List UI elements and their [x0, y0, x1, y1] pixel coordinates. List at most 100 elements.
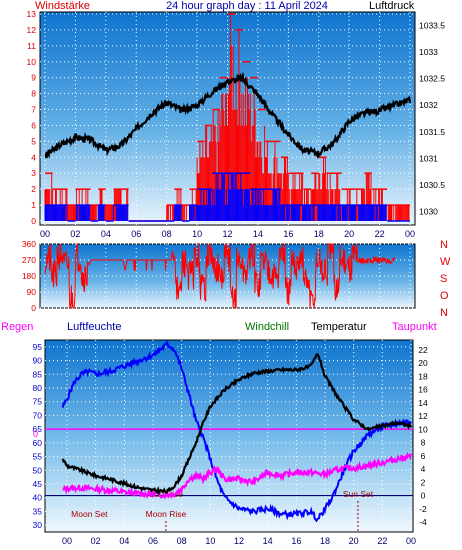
humidity-y-tick-labels: 30 35 40 45 50 55 60 65 70 75 80 85 90 95 — [33, 342, 43, 530]
pressure-y-tick-label: 1033 — [419, 47, 438, 57]
temperature-x-tick-label: 18 — [320, 536, 330, 546]
temperature-y-tick-label: 12 — [418, 411, 428, 421]
wind-direction-y-tick-labels: 0 90 180 270 360 — [22, 239, 36, 313]
wind-x-tick-label: 08 — [162, 229, 172, 239]
humidity-y-tick-label: 35 — [33, 506, 43, 516]
temperature-y-tick-label: 8 — [421, 438, 426, 448]
temperature-x-tick-label: 14 — [263, 536, 273, 546]
pressure-axis-title: Luftdruck — [369, 0, 415, 12]
wind-y-tick-label: 13 — [27, 9, 37, 19]
wind-y-tick-label: 11 — [27, 41, 36, 51]
humidity-y-tick-label: 80 — [33, 383, 43, 393]
temperature-y-tick-label: 0 — [421, 491, 426, 501]
temperature-x-tick-label: 06 — [148, 536, 158, 546]
temperature-x-tick-label: 00 — [406, 536, 416, 546]
wind-y-tick-label: 2 — [31, 184, 36, 194]
direction-y-tick-label: 270 — [22, 255, 36, 265]
temperature-x-tick-labels: 00 02 04 06 08 10 12 14 16 18 20 22 00 — [62, 536, 416, 546]
direction-y-tick-label: 0 — [31, 303, 36, 313]
temperature-y-tick-label: 22 — [418, 345, 428, 355]
humidity-legend: Luftfeuchte — [67, 321, 121, 333]
wind-direction-line — [44, 242, 395, 309]
temperature-x-tick-label: 10 — [205, 536, 215, 546]
temperature-y-tick-label: -4 — [419, 517, 427, 527]
direction-y-tick-label: 180 — [22, 271, 36, 281]
wind-axis-title: Windstärke — [35, 0, 90, 12]
pressure-line — [44, 71, 412, 159]
compass-label: W — [440, 256, 451, 268]
compass-label: O — [440, 290, 449, 302]
humidity-y-tick-label: 50 — [33, 465, 43, 475]
temperature-y-tick-label: 14 — [418, 398, 428, 408]
temperature-grid — [45, 340, 413, 532]
humidity-y-tick-label: 40 — [33, 493, 43, 503]
pressure-y-tick-label: 1030.5 — [419, 180, 445, 190]
temperature-y-tick-label: 4 — [421, 464, 426, 474]
chart-title: 24 hour graph day : 11 April 2024 — [166, 0, 328, 12]
humidity-y-tick-label: 95 — [33, 342, 43, 352]
temperature-humidity-panel: Regen Luftfeuchte Windchill Temperatur T… — [1, 321, 437, 546]
wind-y-tick-label: 12 — [27, 25, 37, 35]
wind-x-tick-label: 10 — [192, 229, 202, 239]
wind-x-tick-label: 04 — [101, 229, 111, 239]
temperature-y-tick-label: -2 — [419, 504, 427, 514]
temperature-x-tick-label: 04 — [119, 536, 129, 546]
temperature-plot-area — [44, 339, 414, 533]
humidity-y-tick-label: 30 — [33, 520, 43, 530]
temperature-y-tick-labels: -4 -2 0 2 4 6 8 10 12 14 16 18 20 22 — [418, 345, 428, 527]
wind-x-tick-label: 06 — [131, 229, 141, 239]
temperature-x-tick-label: 20 — [349, 536, 359, 546]
event-label: Sun Set — [343, 489, 374, 499]
temperature-x-tick-label: 16 — [291, 536, 301, 546]
humidity-y-tick-label: 65 — [33, 424, 43, 434]
temperature-x-tick-label: 00 — [62, 536, 72, 546]
wind-y-tick-label: 4 — [31, 152, 36, 162]
wind-x-tick-label: 12 — [222, 229, 232, 239]
humidity-y-tick-label: 55 — [33, 452, 43, 462]
temperature-y-tick-label: 16 — [418, 385, 428, 395]
pressure-y-tick-label: 1031.5 — [419, 127, 445, 137]
wind-x-tick-label: 22 — [375, 229, 385, 239]
pressure-y-tick-labels: 1030 1030.5 1031 1031.5 1032 1032.5 1033 1033.5 — [419, 20, 445, 216]
pressure-y-tick-label: 1032 — [419, 100, 438, 110]
temperature-legend: Temperatur — [311, 321, 367, 333]
humidity-y-tick-label: 85 — [33, 369, 43, 379]
compass-label: S — [440, 273, 447, 285]
pressure-y-tick-label: 1030 — [419, 207, 438, 217]
direction-y-tick-label: 90 — [27, 287, 37, 297]
compass-label: N — [440, 307, 448, 319]
direction-y-tick-label: 360 — [22, 239, 36, 249]
temperature-y-tick-label: 10 — [418, 424, 428, 434]
dewpoint-line — [62, 451, 412, 500]
wind-y-tick-label: 7 — [31, 105, 36, 115]
temperature-x-tick-label: 02 — [91, 536, 101, 546]
wind-y-tick-label: 0 — [31, 216, 36, 226]
compass-label: N — [440, 239, 448, 251]
wind-average-bars — [44, 172, 410, 222]
wind-x-tick-label: 00 — [405, 229, 415, 239]
temperature-line — [61, 353, 413, 496]
temperature-y-tick-label: 6 — [421, 451, 426, 461]
event-label: Moon Rise — [146, 509, 187, 519]
humidity-y-tick-label: 45 — [33, 479, 43, 489]
windchill-legend: Windchill — [245, 321, 289, 333]
temperature-x-tick-label: 08 — [177, 536, 187, 546]
wind-y-tick-label: 8 — [31, 89, 36, 99]
wind-y-tick-label: 3 — [31, 168, 36, 178]
wind-x-tick-label: 02 — [70, 229, 80, 239]
humidity-y-tick-label: 60 — [33, 438, 43, 448]
event-label: Moon Set — [71, 509, 108, 519]
rain-legend: Regen — [1, 321, 33, 333]
wind-y-tick-label: 9 — [31, 73, 36, 83]
humidity-y-tick-label: 75 — [33, 397, 43, 407]
wind-x-tick-labels: 00 02 04 06 08 10 12 14 16 18 20 22 00 — [40, 229, 415, 239]
wind-x-tick-label: 16 — [283, 229, 293, 239]
pressure-y-tick-label: 1032.5 — [419, 74, 445, 84]
rain-zero-label: 0 — [33, 429, 38, 439]
wind-y-tick-label: 10 — [27, 57, 37, 67]
humidity-line — [61, 340, 412, 523]
